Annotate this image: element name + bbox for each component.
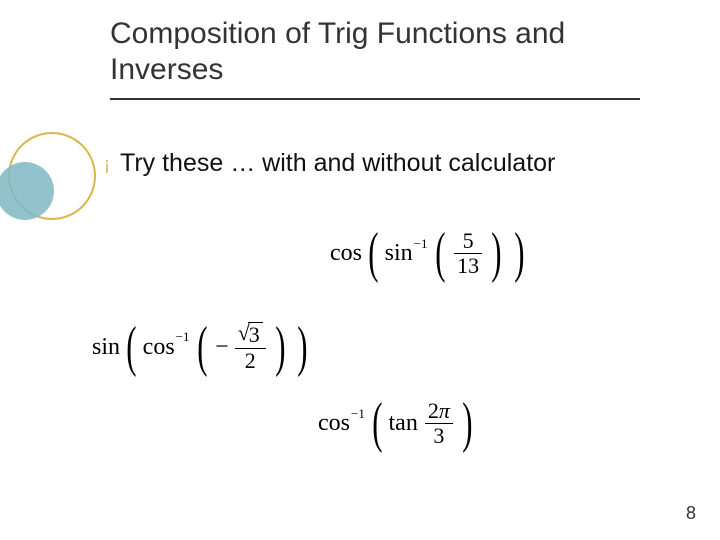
eq2-radicand: 3 [248, 322, 263, 347]
eq3-inner-fn: tan [389, 410, 418, 437]
rparen-icon: ) [298, 325, 308, 370]
lparen-icon: ( [372, 401, 382, 446]
lparen-icon: ( [126, 325, 136, 370]
page-number: 8 [686, 503, 696, 524]
title-block: Composition of Trig Functions and Invers… [110, 16, 640, 100]
equation-3: cos −1 ( tan 2π 3 ) [318, 400, 479, 447]
equation-1: cos ( sin −1 ( 5 13 ) ) [330, 230, 530, 277]
rparen-icon: ) [275, 325, 285, 370]
rparen-icon: ) [462, 401, 472, 446]
bullet-marker: ¡ [104, 154, 110, 175]
eq1-denominator: 13 [454, 255, 482, 277]
slide-title: Composition of Trig Functions and Invers… [110, 16, 640, 88]
rparen-icon: ) [514, 231, 524, 276]
eq3-outer-fn: cos [318, 410, 350, 437]
eq2-denominator: 2 [242, 350, 259, 372]
bullet-text: Try these … with and without calculator [120, 148, 555, 179]
eq2-inner-fn: cos [143, 334, 175, 361]
equation-2: sin ( cos −1 ( − √ 3 2 ) ) [92, 322, 314, 372]
eq1-exponent: −1 [414, 236, 428, 252]
lparen-icon: ( [435, 231, 445, 276]
eq1-numerator: 5 [460, 230, 477, 252]
eq3-num-pi: π [439, 398, 450, 423]
eq1-outer-fn: cos [330, 240, 362, 267]
eq2-negative: − [215, 334, 229, 361]
eq3-fraction: 2π 3 [425, 400, 453, 447]
eq2-outer-fn: sin [92, 334, 120, 361]
eq2-exponent: −1 [176, 329, 190, 345]
eq3-numerator: 2π [425, 400, 453, 422]
lparen-icon: ( [368, 231, 378, 276]
eq2-fraction: √ 3 2 [235, 322, 266, 372]
sqrt-icon: √ 3 [238, 322, 263, 347]
eq1-inner-fn: sin [385, 240, 413, 267]
slide: Composition of Trig Functions and Invers… [0, 0, 720, 540]
eq2-numerator: √ 3 [235, 322, 266, 347]
lparen-icon: ( [197, 325, 207, 370]
rparen-icon: ) [491, 231, 501, 276]
eq3-outer-exponent: −1 [351, 406, 365, 422]
eq1-fraction: 5 13 [454, 230, 482, 277]
eq3-num-coef: 2 [428, 398, 439, 423]
bullet-item: ¡ Try these … with and without calculato… [104, 148, 644, 179]
eq3-denominator: 3 [430, 425, 447, 447]
title-underline [110, 98, 640, 100]
decorative-circles [0, 132, 86, 222]
